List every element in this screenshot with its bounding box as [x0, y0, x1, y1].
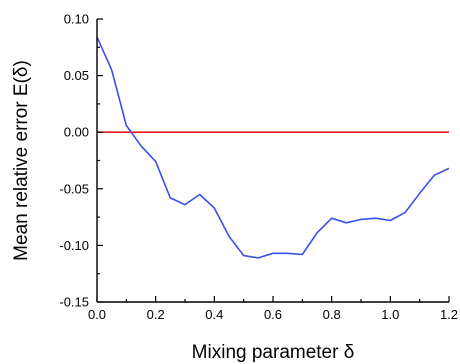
y-axis-title: Mean relative error E(δ) [11, 60, 32, 261]
series-line [96, 36, 450, 259]
y-axis-ticks: 0.10 0.05 0.00 -0.05 -0.10 -0.15 [59, 12, 103, 310]
y-tick-label: -0.05 [59, 181, 89, 196]
x-tick-label: 1.0 [381, 307, 399, 322]
x-axis-ticks: 0.0 0.2 0.4 0.6 0.8 1.0 1.2 [88, 296, 458, 322]
x-tick-label: 0.8 [323, 307, 341, 322]
plot-area [96, 36, 450, 259]
x-tick-label: 0.2 [147, 307, 165, 322]
y-tick-label: -0.10 [59, 238, 89, 253]
x-tick-label: 0.6 [264, 307, 282, 322]
y-tick-label: -0.15 [59, 295, 89, 310]
x-tick-label: 0.0 [88, 307, 106, 322]
y-tick-label: 0.05 [64, 68, 89, 83]
y-tick-label: 0.10 [64, 12, 89, 27]
x-axis-title: Mixing parameter δ [192, 342, 355, 363]
x-tick-label: 1.2 [440, 307, 458, 322]
y-tick-label: 0.00 [64, 125, 89, 140]
x-tick-label: 0.4 [205, 307, 223, 322]
